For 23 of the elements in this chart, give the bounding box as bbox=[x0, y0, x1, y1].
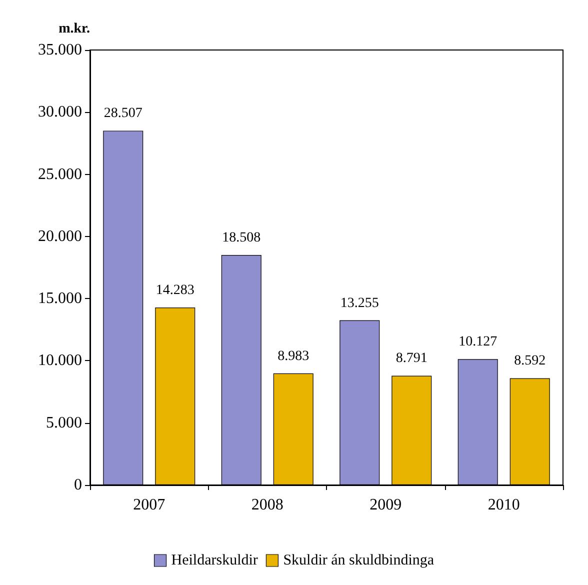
y-tick-label: 35.000 bbox=[38, 42, 82, 58]
x-tick-label: 2008 bbox=[251, 496, 284, 514]
y-axis-title: m.kr. bbox=[58, 22, 90, 36]
data-label: 8.983 bbox=[278, 348, 310, 364]
data-label: 13.255 bbox=[340, 296, 379, 311]
x-tick-label: 2007 bbox=[133, 496, 166, 514]
data-label: 18.508 bbox=[222, 230, 261, 246]
x-tick-label: 2009 bbox=[370, 496, 402, 514]
y-tick-label: 15.000 bbox=[38, 290, 82, 308]
data-label: 10.127 bbox=[458, 334, 498, 350]
y-tick-label: 0 bbox=[74, 476, 82, 494]
data-label: 28.507 bbox=[104, 106, 142, 122]
y-tick-label: 25.000 bbox=[38, 166, 82, 183]
legend-label: Heildarskuldir bbox=[171, 552, 258, 568]
data-label: 8.592 bbox=[514, 354, 546, 369]
legend-label: Skuldir án skuldbindinga bbox=[283, 552, 434, 568]
y-tick-label: 5.000 bbox=[46, 414, 82, 432]
data-label: 14.283 bbox=[156, 282, 194, 298]
y-tick-label: 20.000 bbox=[38, 228, 82, 245]
data-label: 8.791 bbox=[396, 351, 428, 366]
x-tick-label: 2010 bbox=[488, 496, 520, 514]
y-tick-label: 30.000 bbox=[38, 104, 82, 121]
y-tick-label: 10.000 bbox=[38, 352, 82, 370]
